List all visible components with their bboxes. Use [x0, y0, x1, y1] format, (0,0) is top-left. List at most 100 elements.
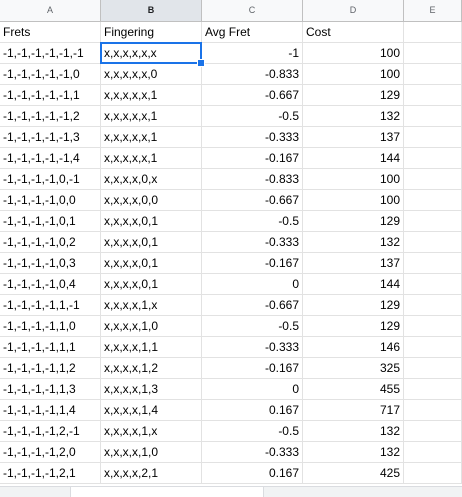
cell-b1[interactable]: Fingering: [101, 22, 202, 42]
cell-c20[interactable]: -0.5: [202, 421, 303, 441]
cell-a17[interactable]: -1,-1,-1,-1,1,2: [0, 358, 101, 378]
cell-e15[interactable]: [404, 316, 462, 336]
cell-d11[interactable]: 132: [303, 232, 404, 252]
cell-a4[interactable]: -1,-1,-1,-1,-1,1: [0, 85, 101, 105]
cell-a9[interactable]: -1,-1,-1,-1,0,0: [0, 190, 101, 210]
column-header-e[interactable]: E: [404, 0, 462, 21]
cell-c22[interactable]: 0.167: [202, 463, 303, 483]
cell-c11[interactable]: -0.333: [202, 232, 303, 252]
cell-a20[interactable]: -1,-1,-1,-1,2,-1: [0, 421, 101, 441]
cell-b9[interactable]: x,x,x,x,0,0: [101, 190, 202, 210]
cell-a16[interactable]: -1,-1,-1,-1,1,1: [0, 337, 101, 357]
cell-b21[interactable]: x,x,x,x,1,0: [101, 442, 202, 462]
cell-b16[interactable]: x,x,x,x,1,1: [101, 337, 202, 357]
cell-b17[interactable]: x,x,x,x,1,2: [101, 358, 202, 378]
cell-c5[interactable]: -0.5: [202, 106, 303, 126]
cell-d5[interactable]: 132: [303, 106, 404, 126]
cell-e14[interactable]: [404, 295, 462, 315]
cell-d20[interactable]: 132: [303, 421, 404, 441]
cell-b11[interactable]: x,x,x,x,0,1: [101, 232, 202, 252]
cell-b8[interactable]: x,x,x,x,0,x: [101, 169, 202, 189]
cell-e9[interactable]: [404, 190, 462, 210]
cell-c6[interactable]: -0.333: [202, 127, 303, 147]
cell-e16[interactable]: [404, 337, 462, 357]
cell-a11[interactable]: -1,-1,-1,-1,0,2: [0, 232, 101, 252]
cell-e2[interactable]: [404, 43, 462, 63]
cell-e11[interactable]: [404, 232, 462, 252]
cell-e19[interactable]: [404, 400, 462, 420]
cell-b18[interactable]: x,x,x,x,1,3: [101, 379, 202, 399]
cell-b20[interactable]: x,x,x,x,1,x: [101, 421, 202, 441]
cell-d18[interactable]: 455: [303, 379, 404, 399]
cell-b4[interactable]: x,x,x,x,x,1: [101, 85, 202, 105]
cell-c7[interactable]: -0.167: [202, 148, 303, 168]
cell-a21[interactable]: -1,-1,-1,-1,2,0: [0, 442, 101, 462]
cell-d2[interactable]: 100: [303, 43, 404, 63]
cell-b14[interactable]: x,x,x,x,1,x: [101, 295, 202, 315]
cell-b6[interactable]: x,x,x,x,x,1: [101, 127, 202, 147]
cell-a5[interactable]: -1,-1,-1,-1,-1,2: [0, 106, 101, 126]
column-header-b[interactable]: B: [101, 0, 202, 21]
cell-e21[interactable]: [404, 442, 462, 462]
cell-e22[interactable]: [404, 463, 462, 483]
cell-d9[interactable]: 100: [303, 190, 404, 210]
cell-e4[interactable]: [404, 85, 462, 105]
cell-d14[interactable]: 129: [303, 295, 404, 315]
cell-e1[interactable]: [404, 22, 462, 42]
cell-d7[interactable]: 144: [303, 148, 404, 168]
cell-d17[interactable]: 325: [303, 358, 404, 378]
cell-d6[interactable]: 137: [303, 127, 404, 147]
cell-b13[interactable]: x,x,x,x,0,1: [101, 274, 202, 294]
cell-a14[interactable]: -1,-1,-1,-1,1,-1: [0, 295, 101, 315]
cell-c2[interactable]: -1: [202, 43, 303, 63]
cell-e6[interactable]: [404, 127, 462, 147]
cell-a19[interactable]: -1,-1,-1,-1,1,4: [0, 400, 101, 420]
cell-d10[interactable]: 129: [303, 211, 404, 231]
cell-d4[interactable]: 129: [303, 85, 404, 105]
cell-d22[interactable]: 425: [303, 463, 404, 483]
cell-e7[interactable]: [404, 148, 462, 168]
cell-c8[interactable]: -0.833: [202, 169, 303, 189]
cell-a3[interactable]: -1,-1,-1,-1,-1,0: [0, 64, 101, 84]
cell-b10[interactable]: x,x,x,x,0,1: [101, 211, 202, 231]
cell-e8[interactable]: [404, 169, 462, 189]
cell-d16[interactable]: 146: [303, 337, 404, 357]
cell-a22[interactable]: -1,-1,-1,-1,2,1: [0, 463, 101, 483]
cell-d21[interactable]: 132: [303, 442, 404, 462]
cell-c18[interactable]: 0: [202, 379, 303, 399]
cell-c4[interactable]: -0.667: [202, 85, 303, 105]
cell-a1[interactable]: Frets: [0, 22, 101, 42]
cell-d8[interactable]: 100: [303, 169, 404, 189]
cell-a2[interactable]: -1,-1,-1,-1,-1,-1: [0, 43, 101, 63]
cell-d1[interactable]: Cost: [303, 22, 404, 42]
cell-d13[interactable]: 144: [303, 274, 404, 294]
cell-c13[interactable]: 0: [202, 274, 303, 294]
cell-e17[interactable]: [404, 358, 462, 378]
sheet-tab[interactable]: [70, 487, 264, 497]
cell-e3[interactable]: [404, 64, 462, 84]
cell-e5[interactable]: [404, 106, 462, 126]
cell-b7[interactable]: x,x,x,x,x,1: [101, 148, 202, 168]
cell-c19[interactable]: 0.167: [202, 400, 303, 420]
cell-a10[interactable]: -1,-1,-1,-1,0,1: [0, 211, 101, 231]
cell-b3[interactable]: x,x,x,x,x,0: [101, 64, 202, 84]
cell-c14[interactable]: -0.667: [202, 295, 303, 315]
cell-b2[interactable]: x,x,x,x,x,x: [101, 43, 202, 63]
cell-c17[interactable]: -0.167: [202, 358, 303, 378]
column-header-d[interactable]: D: [303, 0, 404, 21]
cell-c9[interactable]: -0.667: [202, 190, 303, 210]
cell-c1[interactable]: Avg Fret: [202, 22, 303, 42]
cell-c3[interactable]: -0.833: [202, 64, 303, 84]
cell-a15[interactable]: -1,-1,-1,-1,1,0: [0, 316, 101, 336]
cell-b22[interactable]: x,x,x,x,2,1: [101, 463, 202, 483]
cell-e10[interactable]: [404, 211, 462, 231]
cell-d12[interactable]: 137: [303, 253, 404, 273]
cell-a6[interactable]: -1,-1,-1,-1,-1,3: [0, 127, 101, 147]
cell-d19[interactable]: 717: [303, 400, 404, 420]
cell-c21[interactable]: -0.333: [202, 442, 303, 462]
cell-b5[interactable]: x,x,x,x,x,1: [101, 106, 202, 126]
column-header-c[interactable]: C: [202, 0, 303, 21]
cell-d15[interactable]: 129: [303, 316, 404, 336]
cell-a12[interactable]: -1,-1,-1,-1,0,3: [0, 253, 101, 273]
cell-e12[interactable]: [404, 253, 462, 273]
